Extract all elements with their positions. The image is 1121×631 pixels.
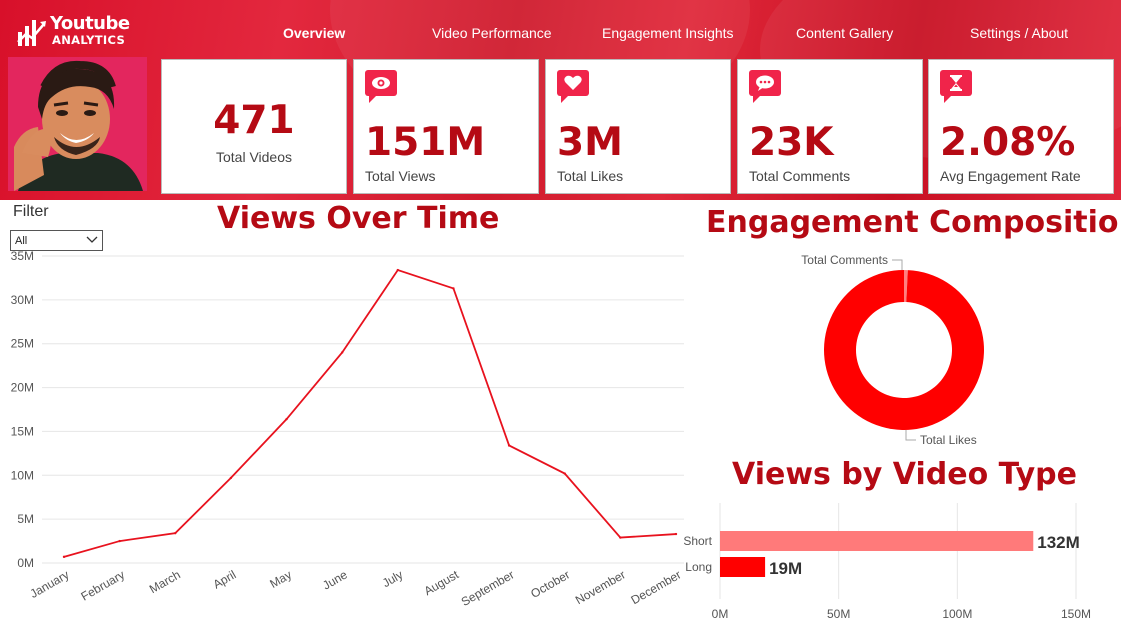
x-tick-label: November <box>573 567 628 607</box>
views-by-type-bar-chart: 0M 50M 100M 150M Short 132M Long 19M <box>683 503 1091 621</box>
nav-content-gallery[interactable]: Content Gallery <box>796 25 894 41</box>
y-tick-label: 10M <box>11 468 34 482</box>
nav-settings-about[interactable]: Settings / About <box>970 25 1069 41</box>
y-tick-label: 20M <box>11 381 34 395</box>
kpi-card-total-views: 151M Total Views <box>353 59 539 194</box>
filter-selected-value: All <box>15 235 28 247</box>
x-tick-label: 150M <box>1061 607 1091 621</box>
kpi-value: 2.08% <box>940 120 1076 165</box>
kpi-value: 151M <box>365 120 486 165</box>
views-point <box>396 268 400 272</box>
kpi-card-total-comments: 23K Total Comments <box>737 59 923 194</box>
bar-category-label: Long <box>685 560 712 574</box>
engagement-composition-title: Engagement Composition <box>706 205 1121 240</box>
donut-slice-total-comments <box>904 270 908 303</box>
views-point <box>452 287 455 290</box>
bar-data-label: 19M <box>769 559 802 578</box>
views-point <box>118 539 121 543</box>
views-point <box>507 444 511 447</box>
views-point <box>62 555 66 559</box>
views-series-line <box>63 268 677 558</box>
nav-video-performance[interactable]: Video Performance <box>432 25 552 41</box>
views-point <box>563 472 566 475</box>
bar-short <box>720 531 1034 551</box>
y-tick-label: 35M <box>11 250 34 263</box>
views-point <box>229 476 233 480</box>
kpi-label: Total Likes <box>557 168 624 184</box>
logo-title: Youtube <box>50 13 130 34</box>
avatar <box>8 57 147 191</box>
views-point <box>174 531 177 535</box>
x-tick-label: April <box>211 567 239 591</box>
x-tick-label: June <box>320 567 350 592</box>
x-tick-label: August <box>422 567 462 598</box>
bar-data-label: 132M <box>1037 533 1080 552</box>
x-tick-label: January <box>28 567 72 600</box>
kpi-label: Total Videos <box>215 149 292 165</box>
donut-label: Total Comments <box>801 253 888 267</box>
donut-slice-total-likes <box>823 270 984 430</box>
y-tick-label: 15M <box>11 424 34 438</box>
x-tick-label: 50M <box>827 607 850 621</box>
y-tick-label: 30M <box>11 293 34 307</box>
comment-icon <box>749 70 781 103</box>
header-banner: Youtube ANALYTICS Overview Video Perform… <box>0 0 1121 200</box>
nav-engagement-insights[interactable]: Engagement Insights <box>602 25 734 41</box>
engagement-donut-chart: Total Comments Total Likes <box>801 253 984 447</box>
x-tick-label: 0M <box>712 607 729 621</box>
x-tick-label: March <box>147 567 183 596</box>
x-tick-label: September <box>459 567 517 608</box>
donut-leader-line <box>892 259 903 270</box>
eye-icon <box>365 70 397 103</box>
views-point <box>285 417 288 421</box>
views-line-chart: 0M 5M 10M 15M 20M 25M 30M 35M January February Mar… <box>11 250 684 609</box>
y-tick-label: 5M <box>17 512 34 526</box>
avatar-illustration <box>8 57 147 191</box>
x-tick-label: May <box>267 567 294 590</box>
bar-category-label: Short <box>683 534 712 548</box>
x-tick-label: October <box>528 567 572 600</box>
kpi-value: 23K <box>749 120 834 165</box>
kpi-value: 471 <box>213 98 295 143</box>
donut-leader-line <box>905 430 916 441</box>
kpi-card-total-likes: 3M Total Likes <box>545 59 731 194</box>
views-point <box>674 532 678 536</box>
x-tick-label: July <box>380 567 405 590</box>
kpi-card-avg-engagement-rate: 2.08% Avg Engagement Rate <box>928 59 1114 194</box>
views-by-video-type-title: Views by Video Type <box>732 457 1077 492</box>
filter-title: Filter <box>13 203 49 220</box>
views-point <box>619 536 622 539</box>
y-tick-label: 0M <box>17 556 34 570</box>
views-over-time-title: Views Over Time <box>217 201 500 236</box>
kpi-card-total-videos: 471 Total Videos <box>161 59 347 194</box>
logo-subtitle: ANALYTICS <box>52 33 126 47</box>
nav-overview[interactable]: Overview <box>283 25 346 41</box>
kpi-label: Total Comments <box>749 168 851 184</box>
views-point <box>340 351 344 354</box>
logo-chart-icon <box>17 20 46 46</box>
kpi-label: Avg Engagement Rate <box>940 168 1081 184</box>
x-tick-label: 100M <box>942 607 972 621</box>
app-logo[interactable]: Youtube ANALYTICS <box>16 14 138 52</box>
kpi-value: 3M <box>557 120 623 165</box>
donut-label: Total Likes <box>920 433 977 447</box>
bar-long <box>720 557 766 577</box>
filter-dropdown[interactable]: All <box>10 230 103 251</box>
kpi-label: Total Views <box>365 168 436 184</box>
y-tick-label: 25M <box>11 337 34 351</box>
x-tick-label: February <box>79 567 128 603</box>
hourglass-icon <box>940 70 972 103</box>
chevron-down-icon <box>86 236 98 243</box>
heart-icon <box>557 70 589 103</box>
